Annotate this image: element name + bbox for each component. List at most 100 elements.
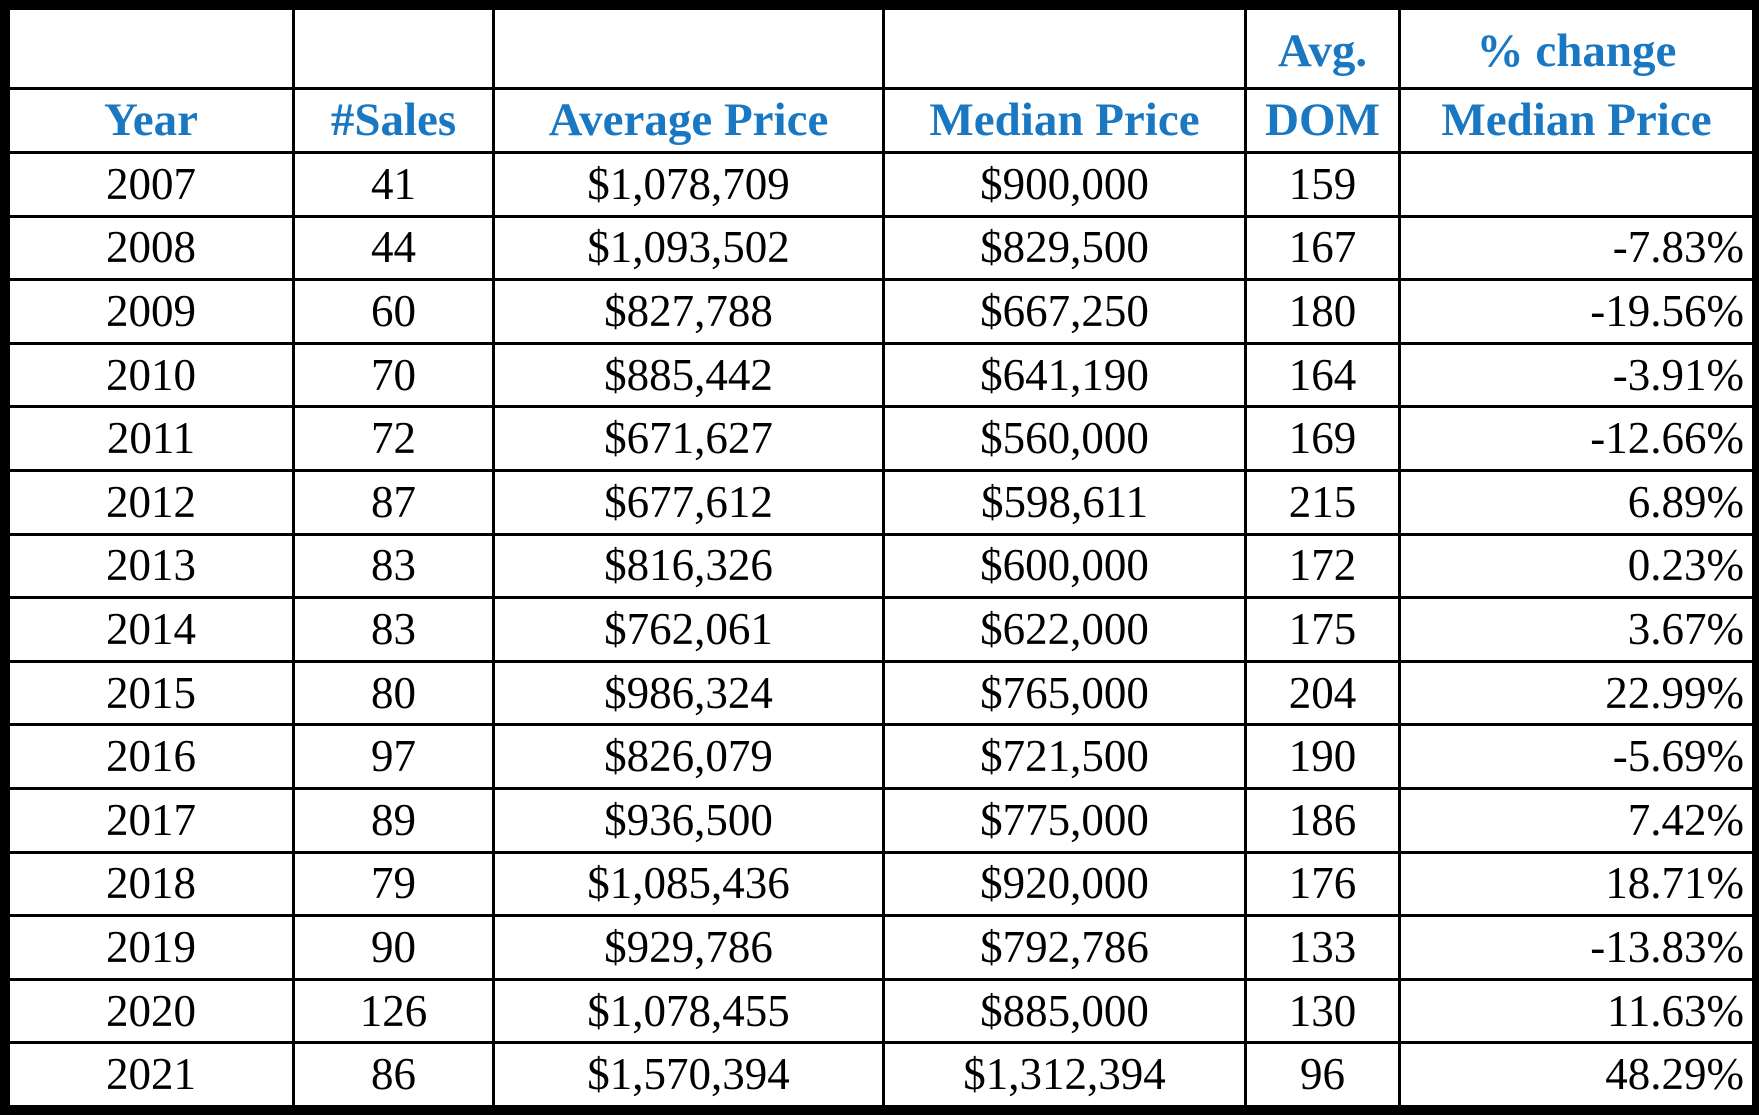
cell-average-price: $1,078,455: [492, 977, 885, 1045]
cell-dom: 215: [1244, 468, 1401, 536]
header-dom: DOM: [1244, 87, 1401, 154]
cell-year: 2020: [7, 977, 295, 1045]
table-row: 2009 60 $827,788 $667,250 180 -19.56%: [7, 278, 1755, 345]
cell-median-price: $1,312,394: [882, 1041, 1247, 1108]
header-row-top: Avg. % change: [7, 7, 1755, 90]
cell-dom: 96: [1244, 1041, 1401, 1108]
cell-average-price: $827,788: [492, 278, 885, 345]
cell-year: 2017: [7, 786, 295, 854]
cell-sales: 87: [292, 468, 495, 536]
cell-median-price: $765,000: [882, 659, 1247, 727]
cell-median-price: $829,500: [882, 214, 1247, 282]
cell-average-price: $816,326: [492, 532, 885, 600]
cell-pct-change: 6.89%: [1398, 468, 1755, 536]
cell-dom: 176: [1244, 850, 1401, 918]
cell-pct-change: 48.29%: [1398, 1041, 1755, 1108]
header-median-price-top: [882, 7, 1247, 90]
table-row: 2007 41 $1,078,709 $900,000 159: [7, 151, 1755, 218]
table-row: 2013 83 $816,326 $600,000 172 0.23%: [7, 532, 1755, 600]
cell-pct-change: 22.99%: [1398, 659, 1755, 727]
table-row: 2018 79 $1,085,436 $920,000 176 18.71%: [7, 850, 1755, 918]
cell-median-price: $920,000: [882, 850, 1247, 918]
cell-year: 2010: [7, 341, 295, 409]
table-row: 2020 126 $1,078,455 $885,000 130 11.63%: [7, 977, 1755, 1045]
cell-year: 2013: [7, 532, 295, 600]
cell-median-price: $560,000: [882, 405, 1247, 472]
table-row: 2011 72 $671,627 $560,000 169 -12.66%: [7, 405, 1755, 472]
cell-dom: 190: [1244, 723, 1401, 790]
cell-average-price: $762,061: [492, 596, 885, 663]
cell-year: 2011: [7, 405, 295, 472]
cell-dom: 130: [1244, 977, 1401, 1045]
header-pct-change-top: % change: [1398, 7, 1755, 90]
cell-sales: 86: [292, 1041, 495, 1108]
header-row-bottom: Year #Sales Average Price Median Price D…: [7, 87, 1755, 154]
header-average-price-top: [492, 7, 885, 90]
cell-average-price: $1,085,436: [492, 850, 885, 918]
cell-average-price: $671,627: [492, 405, 885, 472]
cell-dom: 180: [1244, 278, 1401, 345]
cell-sales: 97: [292, 723, 495, 790]
cell-year: 2016: [7, 723, 295, 790]
cell-dom: 169: [1244, 405, 1401, 472]
cell-year: 2015: [7, 659, 295, 727]
cell-average-price: $885,442: [492, 341, 885, 409]
cell-sales: 70: [292, 341, 495, 409]
cell-median-price: $600,000: [882, 532, 1247, 600]
cell-sales: 44: [292, 214, 495, 282]
cell-year: 2014: [7, 596, 295, 663]
cell-median-price: $721,500: [882, 723, 1247, 790]
cell-median-price: $667,250: [882, 278, 1247, 345]
cell-pct-change: -5.69%: [1398, 723, 1755, 790]
cell-pct-change: 3.67%: [1398, 596, 1755, 663]
cell-dom: 186: [1244, 786, 1401, 854]
header-pct-change: Median Price: [1398, 87, 1755, 154]
cell-dom: 133: [1244, 914, 1401, 981]
cell-average-price: $1,570,394: [492, 1041, 885, 1108]
cell-median-price: $641,190: [882, 341, 1247, 409]
table-row: 2008 44 $1,093,502 $829,500 167 -7.83%: [7, 214, 1755, 282]
cell-sales: 83: [292, 596, 495, 663]
cell-sales: 72: [292, 405, 495, 472]
cell-sales: 83: [292, 532, 495, 600]
cell-sales: 90: [292, 914, 495, 981]
cell-median-price: $622,000: [882, 596, 1247, 663]
cell-dom: 172: [1244, 532, 1401, 600]
cell-dom: 159: [1244, 151, 1401, 218]
cell-year: 2008: [7, 214, 295, 282]
cell-median-price: $598,611: [882, 468, 1247, 536]
header-year: Year: [7, 87, 295, 154]
table-row: 2017 89 $936,500 $775,000 186 7.42%: [7, 786, 1755, 854]
cell-year: 2019: [7, 914, 295, 981]
cell-average-price: $677,612: [492, 468, 885, 536]
header-average-price: Average Price: [492, 87, 885, 154]
cell-pct-change: 0.23%: [1398, 532, 1755, 600]
cell-average-price: $929,786: [492, 914, 885, 981]
cell-year: 2021: [7, 1041, 295, 1108]
header-median-price: Median Price: [882, 87, 1247, 154]
cell-pct-change: 11.63%: [1398, 977, 1755, 1045]
cell-sales: 60: [292, 278, 495, 345]
table-row: 2016 97 $826,079 $721,500 190 -5.69%: [7, 723, 1755, 790]
table-body: 2007 41 $1,078,709 $900,000 159 2008 44 $1,093,…: [7, 151, 1755, 1108]
cell-pct-change: -12.66%: [1398, 405, 1755, 472]
cell-year: 2018: [7, 850, 295, 918]
table-row: 2019 90 $929,786 $792,786 133 -13.83%: [7, 914, 1755, 981]
cell-average-price: $936,500: [492, 786, 885, 854]
cell-median-price: $792,786: [882, 914, 1247, 981]
cell-average-price: $1,078,709: [492, 151, 885, 218]
cell-pct-change: -3.91%: [1398, 341, 1755, 409]
cell-dom: 167: [1244, 214, 1401, 282]
cell-average-price: $986,324: [492, 659, 885, 727]
cell-median-price: $900,000: [882, 151, 1247, 218]
cell-pct-change: -7.83%: [1398, 214, 1755, 282]
cell-dom: 204: [1244, 659, 1401, 727]
cell-sales: 79: [292, 850, 495, 918]
cell-dom: 175: [1244, 596, 1401, 663]
cell-sales: 89: [292, 786, 495, 854]
header-sales-top: [292, 7, 495, 90]
cell-pct-change: 7.42%: [1398, 786, 1755, 854]
table-row: 2021 86 $1,570,394 $1,312,394 96 48.29%: [7, 1041, 1755, 1108]
cell-average-price: $826,079: [492, 723, 885, 790]
